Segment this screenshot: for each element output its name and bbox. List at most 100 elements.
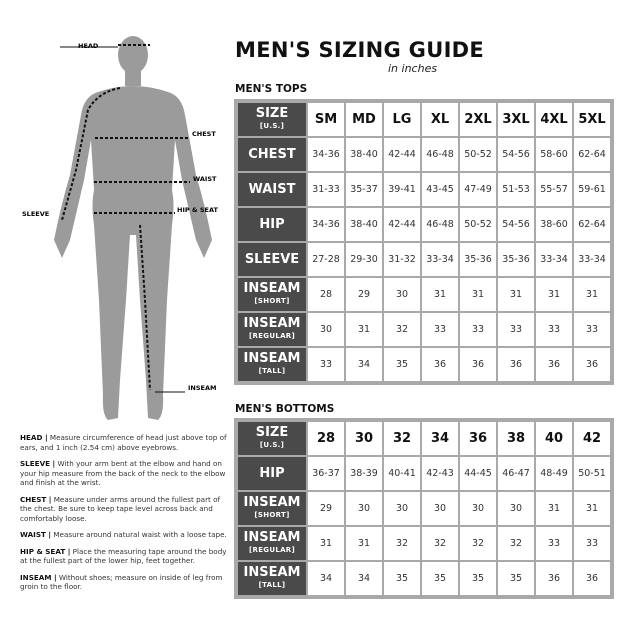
row-label-text: INSEAM (243, 494, 301, 510)
row-label-sub: [U.S.] (259, 440, 285, 449)
table-cell: 48-49 (536, 457, 572, 490)
instruction-item: INSEAM | Without shoes; measure on insid… (20, 573, 230, 592)
table-cell: 34-36 (308, 138, 344, 171)
table-cell: 50-51 (574, 457, 610, 490)
table-cell: 55-57 (536, 173, 572, 206)
table-row: INSEAM [REGULAR] 31 31 32 32 32 32 33 33 (238, 527, 610, 560)
table-cell: 30 (346, 492, 382, 525)
row-label-text: HIP (259, 216, 285, 232)
table-cell: 34 (346, 562, 382, 595)
table-cell: 28 (308, 278, 344, 311)
table-cell: 54-56 (498, 138, 534, 171)
table-row: HIP 36-37 38-39 40-41 42-43 44-45 46-47 48-49 50… (238, 457, 610, 490)
size-header: 4XL (536, 103, 572, 136)
instruction-term: HIP & SEAT | (20, 546, 71, 556)
table-cell: 34 (308, 562, 344, 595)
table-cell: 51-53 (498, 173, 534, 206)
row-label: INSEAM [TALL] (238, 348, 306, 381)
instruction-term: HEAD | (20, 433, 48, 442)
table-cell: 29 (346, 278, 382, 311)
table-cell: 31 (536, 278, 572, 311)
row-label: HIP (238, 457, 306, 490)
row-label: INSEAM [SHORT] (238, 492, 306, 525)
table-cell: 32 (384, 313, 420, 346)
size-header: LG (384, 103, 420, 136)
row-label: INSEAM [REGULAR] (238, 313, 306, 346)
row-label-text: CHEST (248, 146, 296, 162)
row-label-text: INSEAM (243, 315, 301, 331)
table-cell: 33 (460, 313, 496, 346)
instruction-item: HIP & SEAT | Place the measuring tape ar… (20, 547, 230, 566)
table-cell: 38-40 (346, 208, 382, 241)
table-row: WAIST 31-33 35-37 39-41 43-45 47-49 51-53 55-57… (238, 173, 610, 206)
label-head: HEAD (78, 42, 99, 50)
table-cell: 33 (536, 313, 572, 346)
tops-size-table: SIZE [U.S.] SM MD LG XL 2XL 3XL 4XL 5XL CHEST 34-36… (234, 99, 614, 385)
size-header: MD (346, 103, 382, 136)
row-label: SIZE [U.S.] (238, 103, 306, 136)
table-cell: 34-36 (308, 208, 344, 241)
table-cell: 36 (536, 348, 572, 381)
instruction-item: WAIST | Measure around natural waist wit… (20, 530, 230, 540)
row-label: SIZE [U.S.] (238, 422, 306, 455)
table-cell: 46-48 (422, 138, 458, 171)
row-label-text: INSEAM (243, 529, 301, 545)
instruction-text: Place the measuring tape around the body… (20, 546, 227, 566)
table-cell: 59-61 (574, 173, 610, 206)
label-waist: WAIST (193, 175, 217, 183)
table-cell: 31 (536, 492, 572, 525)
table-cell: 31 (346, 527, 382, 560)
table-cell: 29 (308, 492, 344, 525)
table-cell: 35-36 (460, 243, 496, 276)
row-label-sub: [TALL] (258, 580, 286, 589)
row-label-text: HIP (259, 465, 285, 481)
instruction-item: SLEEVE | With your arm bent at the elbow… (20, 459, 230, 488)
table-cell: 33-34 (574, 243, 610, 276)
size-header: 34 (422, 422, 458, 455)
row-label: WAIST (238, 173, 306, 206)
row-label-sub: [REGULAR] (249, 331, 295, 340)
table-header-row: SIZE [U.S.] SM MD LG XL 2XL 3XL 4XL 5XL (238, 103, 610, 136)
table-row: CHEST 34-36 38-40 42-44 46-48 50-52 54-56 58-60… (238, 138, 610, 171)
table-cell: 35 (384, 348, 420, 381)
instruction-item: CHEST | Measure under arms around the fu… (20, 495, 230, 524)
table-cell: 50-52 (460, 208, 496, 241)
row-label: SLEEVE (238, 243, 306, 276)
table-cell: 33 (308, 348, 344, 381)
table-cell: 33 (574, 527, 610, 560)
size-header: 3XL (498, 103, 534, 136)
table-cell: 30 (384, 278, 420, 311)
table-cell: 31 (460, 278, 496, 311)
row-label-text: INSEAM (243, 564, 301, 580)
table-cell: 31 (308, 527, 344, 560)
table-cell: 30 (308, 313, 344, 346)
table-cell: 31-32 (384, 243, 420, 276)
table-cell: 54-56 (498, 208, 534, 241)
table-cell: 35 (498, 562, 534, 595)
table-row: SLEEVE 27-28 29-30 31-32 33-34 35-36 35-36 33-3… (238, 243, 610, 276)
size-header: XL (422, 103, 458, 136)
table-row: HIP 34-36 38-40 42-44 46-48 50-52 54-56 38-60 62… (238, 208, 610, 241)
instruction-term: CHEST | (20, 494, 52, 504)
table-cell: 31 (422, 278, 458, 311)
body-figure: HEAD CHEST WAIST HIP & SEAT SLEEVE INSEA… (22, 36, 218, 420)
instruction-text: Measure circumference of head just above… (20, 433, 227, 452)
row-label-text: SIZE (255, 105, 289, 121)
table-cell: 35 (460, 562, 496, 595)
table-cell: 30 (384, 492, 420, 525)
table-cell: 47-49 (460, 173, 496, 206)
table-cell: 33 (422, 313, 458, 346)
row-label-text: SIZE (255, 424, 289, 440)
page-title: MEN'S SIZING GUIDE (235, 38, 485, 62)
table-header-row: SIZE [U.S.] 28 30 32 34 36 38 40 42 (238, 422, 610, 455)
table-cell: 27-28 (308, 243, 344, 276)
size-header: 40 (536, 422, 572, 455)
label-hip-seat: HIP & SEAT (177, 206, 218, 214)
table-cell: 38-40 (346, 138, 382, 171)
instruction-item: HEAD | Measure circumference of head jus… (20, 433, 230, 452)
instruction-term: INSEAM | (20, 572, 57, 582)
size-header: 36 (460, 422, 496, 455)
table-cell: 33 (574, 313, 610, 346)
table-cell: 46-48 (422, 208, 458, 241)
table-cell: 30 (498, 492, 534, 525)
